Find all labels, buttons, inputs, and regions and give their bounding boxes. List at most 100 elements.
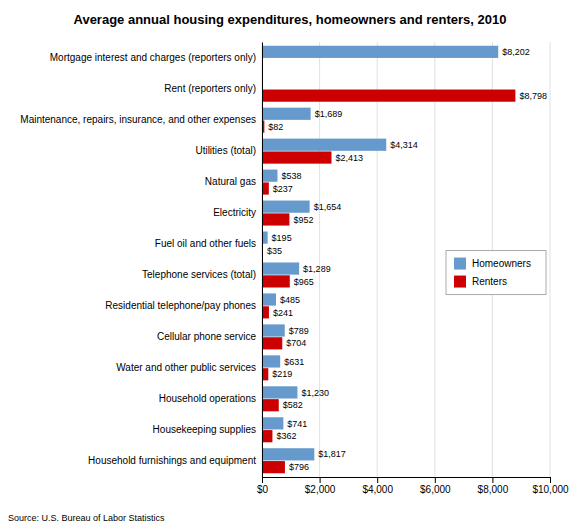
tick-label: $6,000 <box>420 484 451 495</box>
tick: $2,000 <box>305 477 336 495</box>
tick-mark <box>550 477 551 483</box>
bar <box>262 306 269 318</box>
y-axis: Mortgage interest and charges (reporters… <box>20 43 262 478</box>
grid-line <box>262 42 263 477</box>
tick-label: Household furnishings and equipment <box>88 455 256 466</box>
tick-label: Utilities (total) <box>195 145 256 156</box>
tick-label: Housekeeping supplies <box>153 424 256 435</box>
grid-line <box>319 42 320 477</box>
tick: Telephone services (total) <box>142 269 262 280</box>
data-label: $741 <box>287 419 307 429</box>
bar <box>262 170 277 182</box>
tick-label: $10,000 <box>532 484 569 495</box>
tick: Household furnishings and equipment <box>88 455 262 466</box>
bar <box>262 399 279 411</box>
tick: Water and other public services <box>116 362 262 373</box>
tick-mark <box>492 477 493 483</box>
data-label: $219 <box>272 369 292 379</box>
tick: $10,000 <box>532 477 569 495</box>
data-label: $195 <box>272 233 292 243</box>
legend-swatch <box>454 276 466 288</box>
bar <box>262 182 269 194</box>
tick-label: Telephone services (total) <box>142 269 256 280</box>
data-label: $4,314 <box>390 140 418 150</box>
tick-label: Maintenance, repairs, insurance, and oth… <box>20 114 256 125</box>
tick: Rent (reporters only) <box>164 83 262 94</box>
legend-box <box>446 251 546 295</box>
tick-mark <box>377 477 378 483</box>
tick-label: $4,000 <box>362 484 393 495</box>
data-label: $1,289 <box>303 264 331 274</box>
bar <box>262 337 282 349</box>
tick: $6,000 <box>420 477 451 495</box>
bar <box>262 293 276 305</box>
data-label: $631 <box>284 357 304 367</box>
data-label: $789 <box>289 326 309 336</box>
data-label: $965 <box>294 277 314 287</box>
tick-label: $2,000 <box>305 484 336 495</box>
tick: Residential telephone/pay phones <box>105 300 262 311</box>
axis-line <box>262 43 263 478</box>
tick-label: Mortgage interest and charges (reporters… <box>50 52 256 63</box>
grid <box>262 42 550 477</box>
data-label: $237 <box>273 184 293 194</box>
legend: Homeowners Renters <box>446 251 546 295</box>
tick-label: Fuel oil and other fuels <box>155 238 256 249</box>
bar <box>262 201 310 213</box>
plot: $8,202$1,689$4,314$538$1,654$195$1,289$4… <box>20 42 569 495</box>
tick-label: Residential telephone/pay phones <box>105 300 256 311</box>
tick: Housekeeping supplies <box>153 424 262 435</box>
data-label: $8,798 <box>519 91 547 101</box>
data-label: $538 <box>281 171 301 181</box>
data-labels: $8,202$1,689$4,314$538$1,654$195$1,289$4… <box>267 47 547 472</box>
tick-label: Rent (reporters only) <box>164 83 256 94</box>
source: Source: U.S. Bureau of Labor Statistics <box>8 513 165 523</box>
tick-mark <box>435 477 436 483</box>
data-label: $1,230 <box>301 388 329 398</box>
bar <box>262 355 280 367</box>
bar <box>262 386 297 398</box>
data-label: $1,654 <box>314 202 342 212</box>
tick-mark <box>262 477 263 483</box>
tick-label: Water and other public services <box>116 362 256 373</box>
axis-line <box>263 478 551 484</box>
bar <box>262 108 311 120</box>
bar <box>262 275 290 287</box>
tick-label: Household operations <box>159 393 256 404</box>
data-label: $952 <box>293 215 313 225</box>
tick: Mortgage interest and charges (reporters… <box>50 52 262 63</box>
bar <box>262 213 289 225</box>
bar <box>262 417 283 429</box>
tick: Household operations <box>159 393 262 404</box>
grid-line <box>434 42 435 477</box>
title: Average annual housing expenditures, hom… <box>74 12 507 27</box>
tick: $0 <box>257 477 269 495</box>
data-label: $582 <box>283 400 303 410</box>
legend-label: Homeowners <box>472 258 531 269</box>
legend-label: Renters <box>472 276 507 287</box>
legend-swatch <box>454 258 466 270</box>
legend-item: Homeowners <box>454 258 531 270</box>
data-label: $1,689 <box>315 109 343 119</box>
bar <box>262 461 285 473</box>
tick-label: Natural gas <box>205 176 256 187</box>
tick-label: $8,000 <box>478 484 509 495</box>
x-axis: $0 $2,000 $4,000 $6,000 $8,000 $10,000 <box>257 477 569 495</box>
bar <box>262 46 498 58</box>
tick: Cellular phone service <box>157 331 262 342</box>
bar <box>262 448 314 460</box>
tick-label: Cellular phone service <box>157 331 256 342</box>
bar <box>262 139 386 151</box>
bar <box>262 262 299 274</box>
tick-label: Electricity <box>213 207 256 218</box>
legend-item: Renters <box>454 276 507 288</box>
data-label: $796 <box>289 462 309 472</box>
data-label: $1,817 <box>318 449 346 459</box>
tick: $4,000 <box>362 477 393 495</box>
tick-mark <box>320 477 321 483</box>
grid-line <box>550 42 551 477</box>
data-label: $704 <box>286 338 306 348</box>
bar <box>262 90 515 102</box>
grid-line <box>377 42 378 477</box>
data-label: $35 <box>267 246 282 256</box>
